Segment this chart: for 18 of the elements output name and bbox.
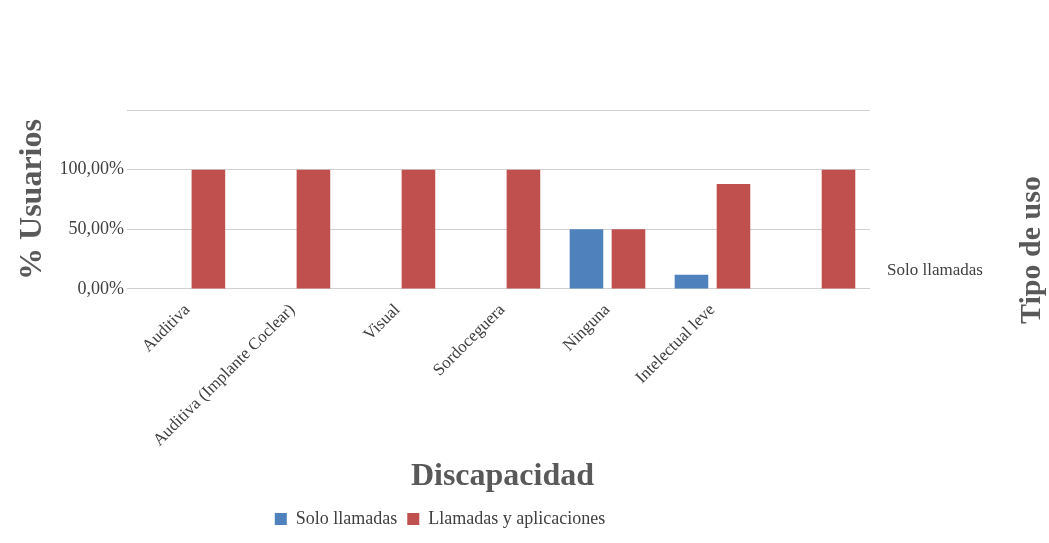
bar <box>716 183 751 289</box>
y-axis-title: % Usuarios <box>12 119 49 280</box>
y-tick-label: 50,00% <box>68 218 124 239</box>
bar <box>401 169 436 289</box>
bar <box>506 169 541 289</box>
bar <box>821 169 856 289</box>
bar <box>296 169 331 289</box>
bar <box>611 229 646 289</box>
legend-label: Llamadas y aplicaciones <box>428 507 606 528</box>
y-tick-label: 0,00% <box>77 277 124 298</box>
y-tick-label: 100,00% <box>59 158 124 179</box>
bar <box>674 274 709 289</box>
legend-label: Solo llamadas <box>295 507 398 528</box>
bar <box>569 229 604 289</box>
x-axis-title: Discapacidad <box>410 456 595 493</box>
text: Solo llamadas <box>887 260 983 280</box>
text: Tipo de uso <box>1013 176 1047 324</box>
bar <box>191 169 226 289</box>
